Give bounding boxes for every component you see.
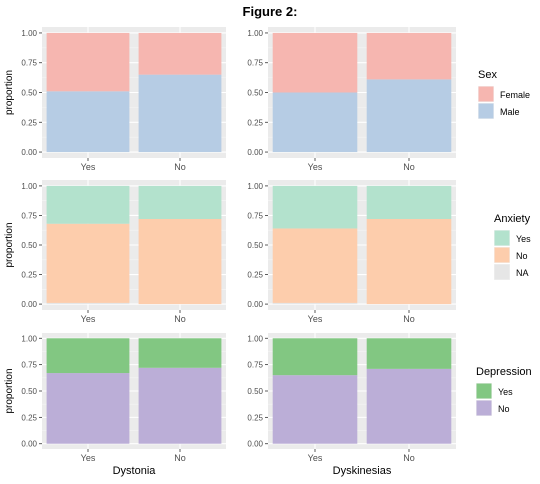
legend-label-depression-no: No: [498, 404, 510, 414]
y-tick-label: 0.00: [247, 148, 263, 157]
bar-depression-dyskinesias-no-yes: [366, 338, 452, 369]
bar-depression-dystonia-yes-no: [46, 373, 130, 444]
y-tick-label: 0.75: [21, 211, 37, 220]
y-tick-label: 1.00: [21, 29, 37, 38]
bar-anxiety-dyskinesias-no-no: [366, 219, 452, 305]
y-tick-label: 1.00: [247, 334, 263, 343]
y-tick-label: 0.00: [247, 300, 263, 309]
bar-sex-dystonia-no-female: [138, 32, 222, 75]
y-tick-label: 1.00: [247, 29, 263, 38]
y-tick-label: 0.00: [21, 148, 37, 157]
x-tick-label: Yes: [81, 314, 96, 324]
x-tick-label: Yes: [308, 453, 323, 463]
bar-sex-dystonia-yes-female: [46, 32, 130, 92]
bar-anxiety-dystonia-no-yes: [138, 185, 222, 219]
bar-sex-dyskinesias-no-male: [366, 79, 452, 153]
bar-anxiety-dystonia-no-no: [138, 219, 222, 305]
x-tick-label: No: [403, 453, 415, 463]
bar-depression-dystonia-yes-yes: [46, 338, 130, 374]
legend-label-anxiety-no: No: [516, 251, 528, 261]
x-axis-title: Dyskinesias: [333, 465, 392, 477]
x-tick-label: No: [174, 162, 186, 172]
y-tick-label: 0.75: [247, 211, 263, 220]
bar-anxiety-dyskinesias-yes-na: [272, 302, 358, 305]
y-tick-label: 0.25: [21, 413, 37, 422]
y-tick-label: 0.50: [247, 387, 263, 396]
legend-swatch-depression-no: [476, 400, 492, 416]
bar-anxiety-dystonia-yes-no: [46, 223, 130, 303]
bar-depression-dystonia-no-no: [138, 367, 222, 444]
legend-label-anxiety-na: NA: [516, 268, 529, 278]
y-tick-label: 0.75: [247, 59, 263, 68]
legend-label-depression-yes: Yes: [498, 387, 513, 397]
bar-sex-dyskinesias-no-female: [366, 32, 452, 80]
bar-depression-dystonia-no-yes: [138, 338, 222, 368]
bar-anxiety-dyskinesias-yes-no: [272, 228, 358, 303]
bar-depression-dyskinesias-no-no: [366, 368, 452, 444]
legend-label-anxiety-yes: Yes: [516, 234, 531, 244]
y-tick-label: 0.25: [247, 413, 263, 422]
legend-swatch-sex-male: [478, 103, 494, 119]
legend-swatch-anxiety-yes: [494, 230, 510, 246]
bar-anxiety-dyskinesias-yes-yes: [272, 185, 358, 229]
y-tick-label: 0.50: [21, 89, 37, 98]
legend-swatch-anxiety-na: [494, 264, 510, 280]
y-tick-label: 0.25: [247, 118, 263, 127]
x-tick-label: Yes: [81, 453, 96, 463]
bar-anxiety-dystonia-yes-na: [46, 302, 130, 305]
y-tick-label: 1.00: [247, 182, 263, 191]
y-tick-label: 0.50: [247, 89, 263, 98]
bar-sex-dyskinesias-yes-female: [272, 32, 358, 93]
x-tick-label: No: [174, 314, 186, 324]
legend-title-depression: Depression: [476, 366, 532, 378]
y-tick-label: 0.75: [247, 361, 263, 370]
legend-label-sex-female: Female: [500, 90, 530, 100]
x-tick-label: No: [174, 453, 186, 463]
y-tick-label: 0.75: [21, 361, 37, 370]
y-tick-label: 0.50: [247, 241, 263, 250]
x-tick-label: Yes: [81, 162, 96, 172]
x-tick-label: Yes: [308, 314, 323, 324]
legend-swatch-depression-yes: [476, 383, 492, 399]
legend-title-sex: Sex: [478, 69, 497, 81]
y-tick-label: 0.00: [247, 440, 263, 449]
legend-title-anxiety: Anxiety: [494, 213, 531, 225]
y-tick-label: 0.25: [21, 271, 37, 280]
y-tick-label: 0.50: [21, 387, 37, 396]
y-tick-label: 1.00: [21, 334, 37, 343]
legend-swatch-anxiety-no: [494, 247, 510, 263]
bar-sex-dyskinesias-yes-male: [272, 92, 358, 153]
y-tick-label: 0.00: [21, 300, 37, 309]
bar-anxiety-dyskinesias-no-yes: [366, 185, 452, 219]
legend-swatch-sex-female: [478, 86, 494, 102]
bar-anxiety-dystonia-yes-yes: [46, 185, 130, 224]
y-tick-label: 1.00: [21, 182, 37, 191]
bar-depression-dyskinesias-yes-no: [272, 375, 358, 444]
x-tick-label: No: [403, 314, 415, 324]
x-tick-label: No: [403, 162, 415, 172]
y-tick-label: 0.25: [247, 271, 263, 280]
y-tick-label: 0.50: [21, 241, 37, 250]
bar-depression-dyskinesias-yes-yes: [272, 338, 358, 376]
y-tick-label: 0.75: [21, 59, 37, 68]
y-axis-title: proportion: [4, 222, 15, 267]
x-tick-label: Yes: [308, 162, 323, 172]
y-axis-title: proportion: [4, 368, 15, 413]
legend-label-sex-male: Male: [500, 107, 520, 117]
bar-sex-dystonia-yes-male: [46, 91, 130, 153]
figure-title: Figure 2:: [242, 4, 298, 19]
y-axis-title: proportion: [4, 70, 15, 115]
x-axis-title: Dystonia: [113, 465, 157, 477]
bar-sex-dystonia-no-male: [138, 74, 222, 153]
y-tick-label: 0.25: [21, 118, 37, 127]
y-tick-label: 0.00: [21, 440, 37, 449]
